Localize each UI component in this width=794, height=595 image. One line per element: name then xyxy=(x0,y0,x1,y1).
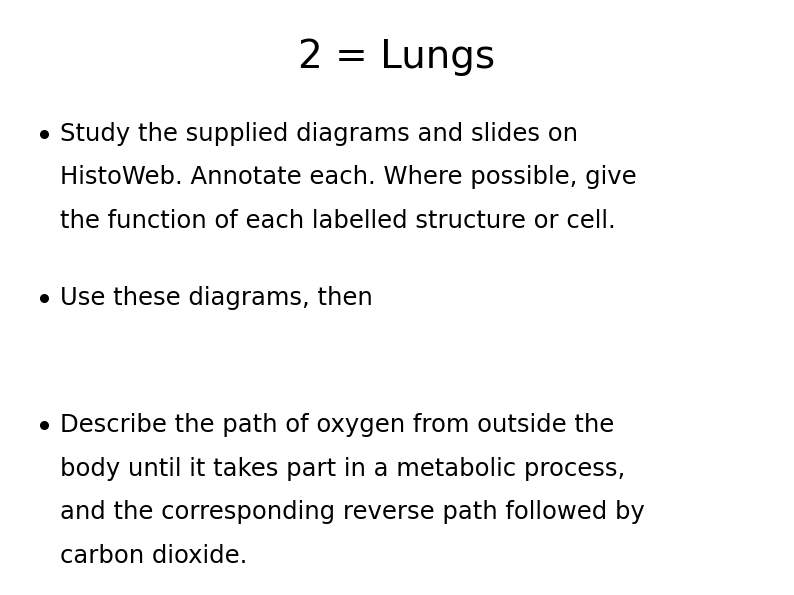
Text: 2 = Lungs: 2 = Lungs xyxy=(299,37,495,76)
Text: HistoWeb. Annotate each. Where possible, give: HistoWeb. Annotate each. Where possible,… xyxy=(60,165,636,189)
Text: carbon dioxide.: carbon dioxide. xyxy=(60,544,247,568)
Text: Describe the path of oxygen from outside the: Describe the path of oxygen from outside… xyxy=(60,414,614,437)
Text: and the corresponding reverse path followed by: and the corresponding reverse path follo… xyxy=(60,500,645,524)
Text: the function of each labelled structure or cell.: the function of each labelled structure … xyxy=(60,209,615,233)
Text: Use these diagrams, then: Use these diagrams, then xyxy=(60,286,372,309)
Text: body until it takes part in a metabolic process,: body until it takes part in a metabolic … xyxy=(60,457,625,481)
Text: Study the supplied diagrams and slides on: Study the supplied diagrams and slides o… xyxy=(60,122,577,146)
